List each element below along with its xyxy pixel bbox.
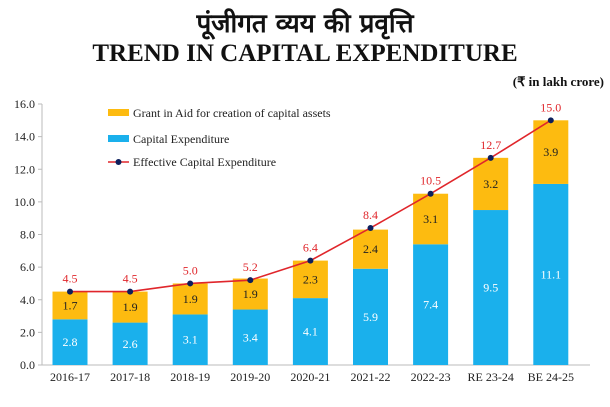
marker-effective-capital-expenditure xyxy=(247,277,254,284)
data-label-effective-capital-expenditure: 12.7 xyxy=(480,138,501,152)
bar-capital-expenditure xyxy=(172,314,208,365)
y-tick-label: 4.0 xyxy=(20,293,35,307)
marker-effective-capital-expenditure xyxy=(127,288,134,295)
x-tick-label: 2017-18 xyxy=(110,370,150,384)
bar-grant-in-aid xyxy=(413,193,449,245)
y-tick-label: 14.0 xyxy=(14,130,35,144)
data-label-capital-expenditure: 5.9 xyxy=(363,310,378,324)
legend-swatch-grant-in-aid xyxy=(108,109,129,116)
y-tick-label: 16.0 xyxy=(14,97,35,111)
data-label-effective-capital-expenditure: 15.0 xyxy=(540,100,561,114)
data-label-grant-in-aid: 1.7 xyxy=(63,298,78,312)
bar-grant-in-aid xyxy=(292,260,328,299)
bar-capital-expenditure xyxy=(52,319,88,365)
bar-capital-expenditure xyxy=(353,268,388,365)
data-label-effective-capital-expenditure: 6.4 xyxy=(303,241,318,255)
legend-marker-effective-capital-expenditure xyxy=(115,159,122,165)
data-label-effective-capital-expenditure: 10.5 xyxy=(420,174,441,188)
data-label-capital-expenditure: 3.1 xyxy=(183,333,198,347)
bar-grant-in-aid xyxy=(172,283,208,315)
x-tick-label: 2021-22 xyxy=(351,370,391,384)
data-label-grant-in-aid: 3.9 xyxy=(543,145,558,159)
data-label-capital-expenditure: 2.8 xyxy=(63,335,78,349)
data-label-capital-expenditure: 2.6 xyxy=(123,337,138,351)
marker-effective-capital-expenditure xyxy=(67,288,73,295)
y-tick-label: 8.0 xyxy=(20,228,35,242)
x-tick-label: 2022-23 xyxy=(411,370,451,384)
bar-grant-in-aid xyxy=(533,120,569,184)
marker-effective-capital-expenditure xyxy=(187,280,194,287)
bar-grant-in-aid xyxy=(353,229,388,269)
x-tick-label: 2018-19 xyxy=(170,370,210,384)
marker-effective-capital-expenditure xyxy=(427,190,434,197)
bar-capital-expenditure xyxy=(292,298,328,365)
x-tick-label: 2019-20 xyxy=(230,370,270,384)
x-tick-label: 2016-17 xyxy=(50,370,90,384)
data-label-grant-in-aid: 3.1 xyxy=(423,212,438,226)
bar-grant-in-aid xyxy=(473,157,509,211)
chart-title-hindi: पूंजीगत व्यय की प्रवृत्ति xyxy=(196,9,414,39)
data-label-grant-in-aid: 2.4 xyxy=(363,242,378,256)
unit-label: (₹ in lakh crore) xyxy=(512,74,604,89)
x-tick-label: BE 24-25 xyxy=(528,370,574,384)
data-label-effective-capital-expenditure: 5.0 xyxy=(183,263,198,277)
legend-label-grant-in-aid: Grant in Aid for creation of capital ass… xyxy=(133,106,331,120)
y-tick-label: 2.0 xyxy=(20,325,35,339)
data-label-effective-capital-expenditure: 4.5 xyxy=(63,272,78,286)
data-label-grant-in-aid: 3.2 xyxy=(483,177,498,191)
bar-capital-expenditure xyxy=(112,322,148,365)
bar-capital-expenditure xyxy=(232,309,268,365)
data-label-effective-capital-expenditure: 4.5 xyxy=(123,272,138,286)
y-tick-label: 12.0 xyxy=(14,162,35,176)
bar-capital-expenditure xyxy=(413,244,449,365)
data-label-grant-in-aid: 1.9 xyxy=(243,287,258,301)
marker-effective-capital-expenditure xyxy=(547,117,554,124)
x-tick-label: 2020-21 xyxy=(290,370,330,384)
data-label-capital-expenditure: 3.4 xyxy=(243,330,258,344)
y-tick-label: 0.0 xyxy=(20,358,35,372)
bar-grant-in-aid xyxy=(112,291,148,323)
bar-grant-in-aid xyxy=(52,291,88,320)
data-label-grant-in-aid: 1.9 xyxy=(123,300,138,314)
data-label-capital-expenditure: 7.4 xyxy=(423,298,438,312)
data-label-grant-in-aid: 1.9 xyxy=(183,292,198,306)
data-label-capital-expenditure: 4.1 xyxy=(303,325,318,339)
legend-label-capital-expenditure: Capital Expenditure xyxy=(133,132,229,146)
marker-effective-capital-expenditure xyxy=(487,154,494,161)
legend-label-effective-capital-expenditure: Effective Capital Expenditure xyxy=(133,155,276,169)
data-label-grant-in-aid: 2.3 xyxy=(303,272,318,286)
y-tick-label: 10.0 xyxy=(14,195,35,209)
bar-capital-expenditure xyxy=(533,183,569,365)
chart-title: TREND IN CAPITAL EXPENDITURE xyxy=(92,40,518,67)
x-tick-label: RE 23-24 xyxy=(468,370,514,384)
data-label-capital-expenditure: 9.5 xyxy=(483,281,498,295)
data-label-effective-capital-expenditure: 8.4 xyxy=(363,208,378,222)
marker-effective-capital-expenditure xyxy=(367,224,374,231)
legend-swatch-capital-expenditure xyxy=(108,135,129,142)
data-label-effective-capital-expenditure: 5.2 xyxy=(243,260,258,274)
data-label-capital-expenditure: 11.1 xyxy=(541,267,562,281)
bar-grant-in-aid xyxy=(232,278,268,310)
y-tick-label: 6.0 xyxy=(20,260,35,274)
bar-capital-expenditure xyxy=(473,210,509,365)
marker-effective-capital-expenditure xyxy=(307,257,314,264)
